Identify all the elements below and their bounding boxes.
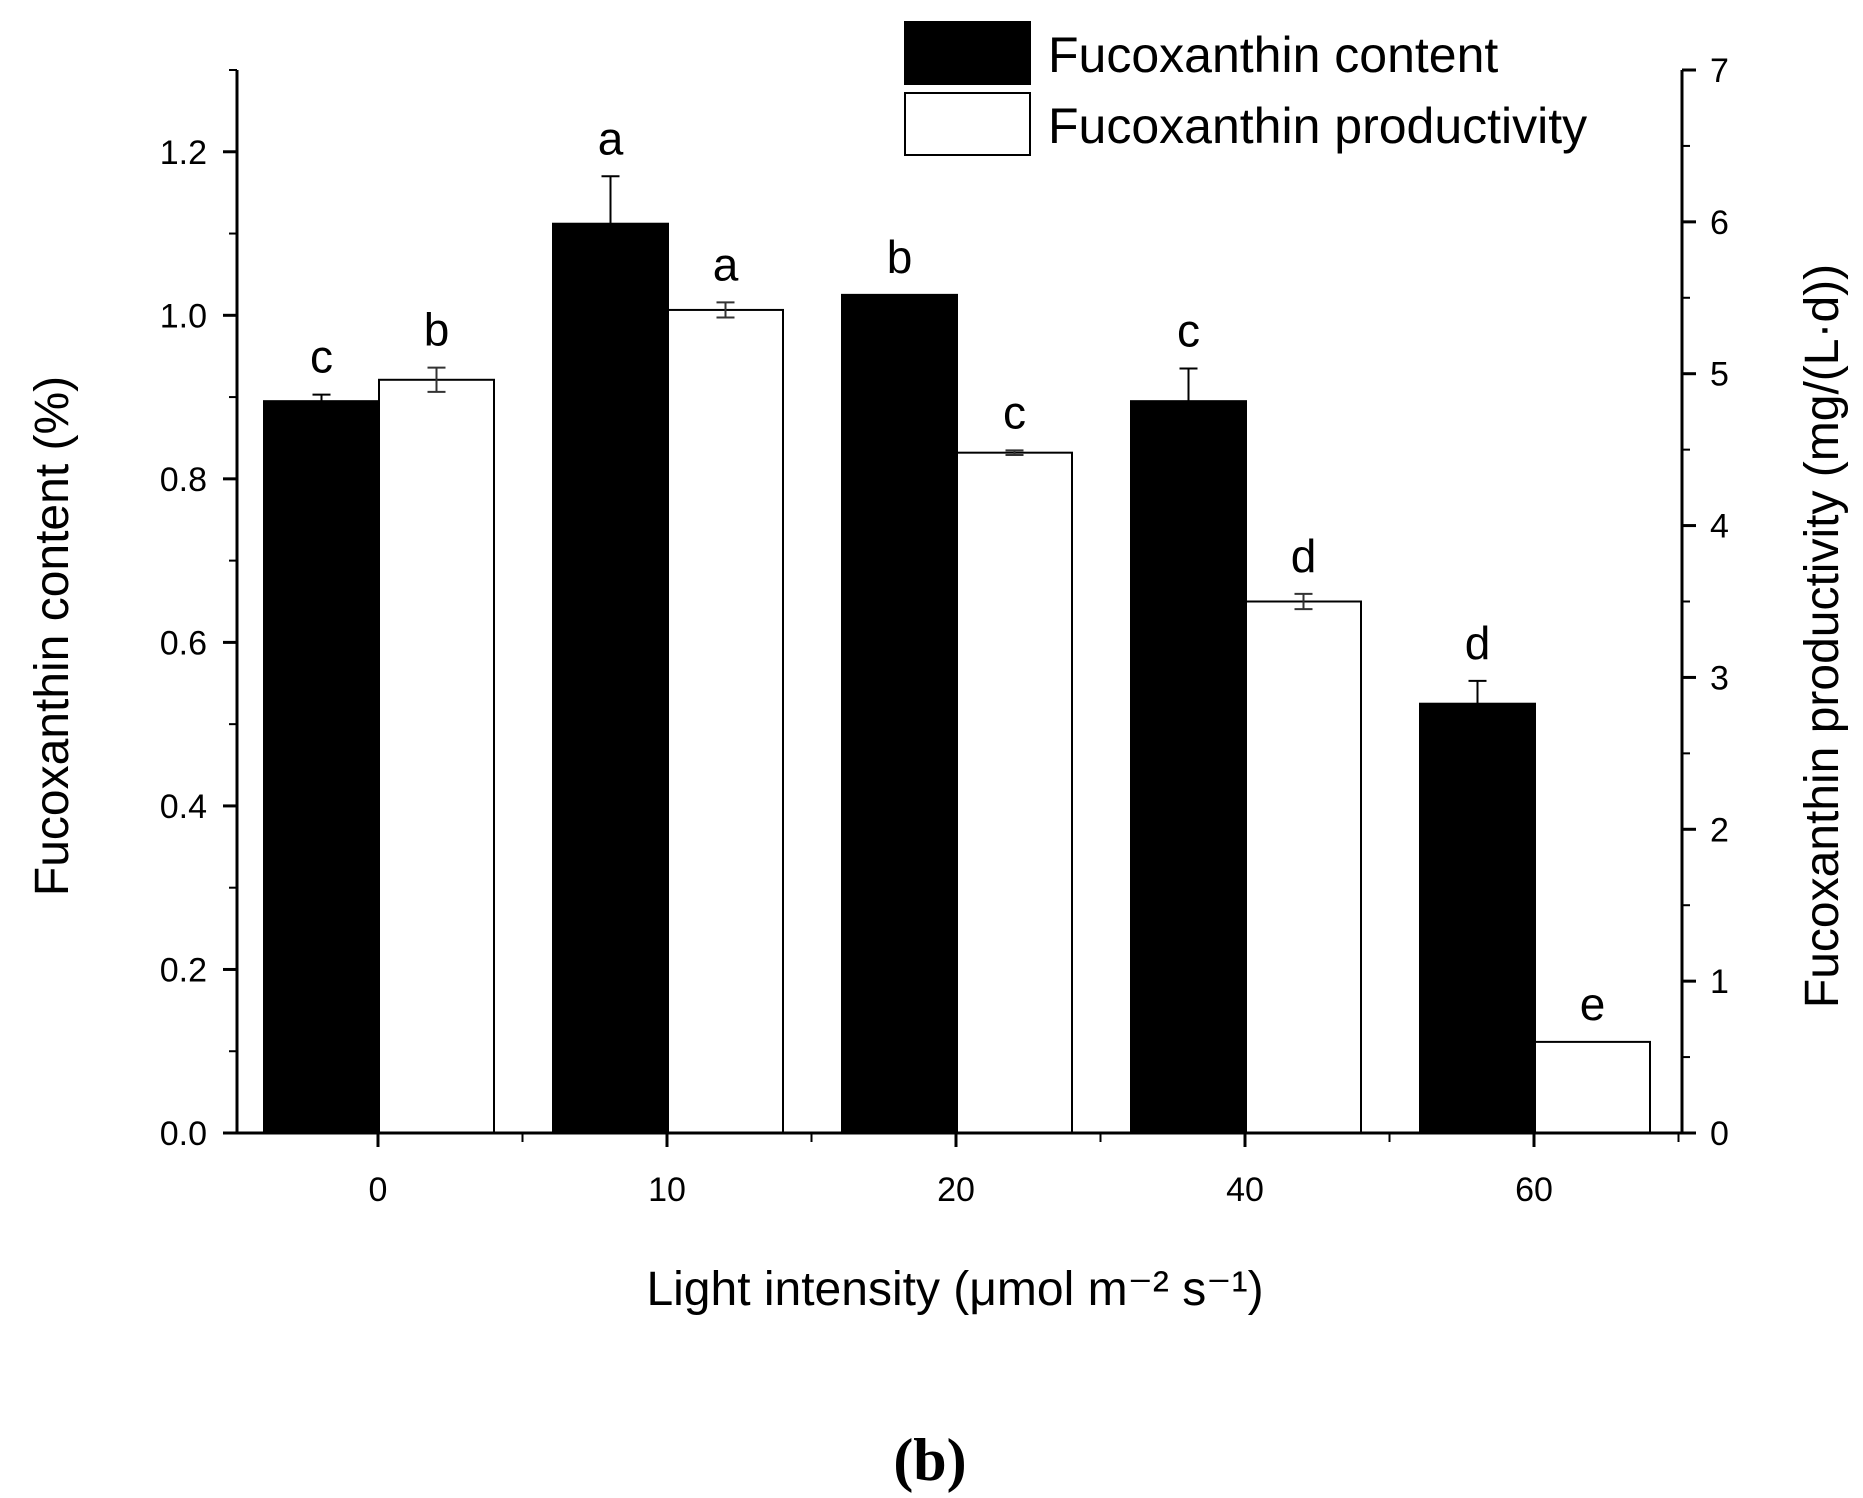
bar-productivity-40 xyxy=(1245,600,1362,1134)
bar-content-0 xyxy=(263,400,380,1134)
x-tick-label-20: 20 xyxy=(937,1171,975,1209)
significance-label-productivity-20: c xyxy=(1003,386,1026,438)
y-right-tick-label-6: 6 xyxy=(1710,204,1729,242)
x-tick-label-60: 60 xyxy=(1515,1171,1553,1209)
significance-label-content-20: b xyxy=(887,231,913,283)
significance-label-productivity-0: b xyxy=(424,304,450,356)
legend-swatch-content xyxy=(904,21,1031,85)
panel-label: (b) xyxy=(893,1427,966,1493)
bar-productivity-0 xyxy=(378,378,495,1134)
significance-label-content-0: c xyxy=(310,331,333,383)
x-axis-title: Light intensity (μmol m⁻² s⁻¹) xyxy=(646,1263,1263,1316)
y-left-tick-label-1.2: 1.2 xyxy=(160,134,207,172)
y-left-tick-label-0.0: 0.0 xyxy=(160,1115,207,1153)
bar-productivity-60 xyxy=(1534,1040,1651,1135)
significance-label-productivity-10: a xyxy=(713,238,739,290)
legend-label-productivity: Fucoxanthin productivity xyxy=(1048,98,1587,154)
x-tick-label-0: 0 xyxy=(369,1171,388,1209)
bar-content-10 xyxy=(552,222,669,1135)
bar-content-20 xyxy=(841,293,958,1135)
significance-label-productivity-60: e xyxy=(1580,978,1606,1030)
legend-label-content: Fucoxanthin content xyxy=(1048,27,1498,83)
bar-productivity-10 xyxy=(667,308,784,1135)
bar-content-60 xyxy=(1419,702,1536,1134)
x-tick-label-10: 10 xyxy=(648,1171,686,1209)
axes-layer xyxy=(223,68,1696,1147)
y-left-tick-label-1.0: 1.0 xyxy=(160,297,207,335)
y-right-tick-label-4: 4 xyxy=(1710,508,1729,546)
significance-label-content-10: a xyxy=(598,112,624,164)
y-right-tick-label-7: 7 xyxy=(1710,52,1729,90)
y-left-tick-label-0.6: 0.6 xyxy=(160,624,207,662)
legend-swatch-productivity xyxy=(904,92,1031,156)
legend: Fucoxanthin content Fucoxanthin producti… xyxy=(904,21,1587,156)
y-right-tick-label-0: 0 xyxy=(1710,1115,1729,1153)
labels-layer: c a b c d b a c d e 0.0 0.2 0.4 0.6 0.8 1.0 1.2 0 1 2 3 4 5 6 7 0… xyxy=(160,52,1729,1209)
y-right-tick-label-2: 2 xyxy=(1710,811,1729,849)
y-axis-left-title: Fucoxanthin content (%) xyxy=(26,376,79,896)
y-left-tick-label-0.8: 0.8 xyxy=(160,461,207,499)
y-axis-right-title: Fucoxanthin productivity (mg/(L·d)) xyxy=(1796,264,1849,1008)
bar-content-40 xyxy=(1130,400,1247,1134)
y-right-tick-label-5: 5 xyxy=(1710,356,1729,394)
significance-label-content-60: d xyxy=(1465,617,1491,669)
bars-layer xyxy=(263,175,1651,1135)
bar-productivity-20 xyxy=(956,451,1073,1134)
y-left-tick-label-0.2: 0.2 xyxy=(160,951,207,989)
y-right-tick-label-3: 3 xyxy=(1710,659,1729,697)
significance-label-content-40: c xyxy=(1177,304,1200,356)
significance-label-productivity-40: d xyxy=(1291,530,1317,582)
y-right-tick-label-1: 1 xyxy=(1710,963,1729,1001)
x-tick-label-40: 40 xyxy=(1226,1171,1264,1209)
y-left-tick-label-0.4: 0.4 xyxy=(160,788,207,826)
